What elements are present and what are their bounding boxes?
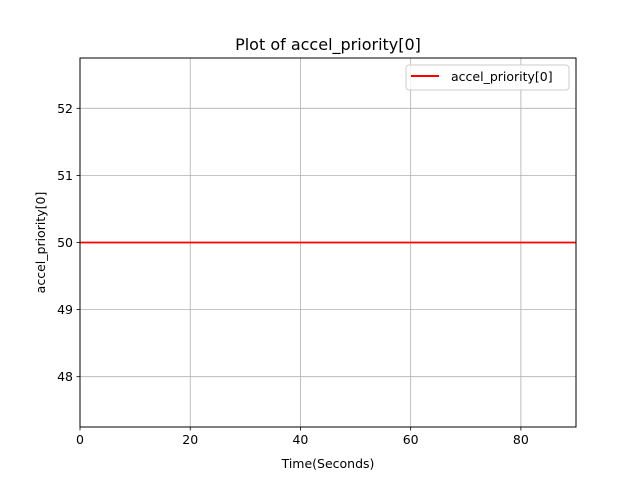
x-axis: 0 20 40 60 80 [76,427,529,447]
y-axis: 48 49 50 51 52 [57,101,80,384]
legend[interactable]: accel_priority[0] [405,64,570,91]
y-tick-label: 52 [57,101,73,116]
legend-label: accel_priority[0] [451,69,553,84]
x-tick-label: 0 [76,432,84,447]
y-tick-label: 50 [57,235,73,250]
legend-box [405,64,570,91]
x-tick-label: 60 [403,432,419,447]
y-tick-label: 51 [57,168,73,183]
chart-title: Plot of accel_priority[0] [235,35,421,55]
x-tick-label: 80 [513,432,529,447]
x-tick-label: 20 [182,432,198,447]
x-axis-label: Time(Seconds) [281,456,375,471]
y-axis-label: accel_priority[0] [33,192,48,294]
y-tick-label: 49 [57,302,73,317]
x-tick-label: 40 [292,432,308,447]
y-tick-label: 48 [57,369,73,384]
